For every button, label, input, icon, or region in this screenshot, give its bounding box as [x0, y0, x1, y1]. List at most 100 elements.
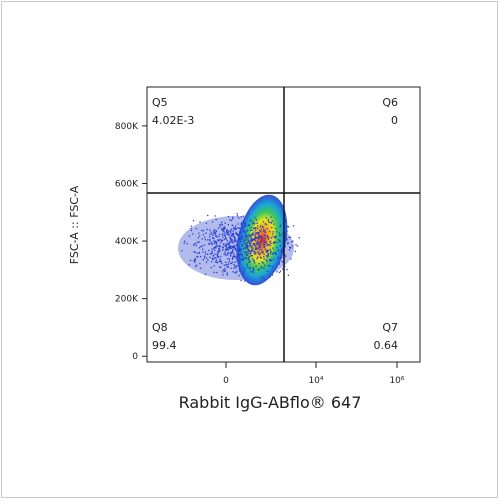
event-dot — [255, 246, 257, 248]
event-dot — [264, 242, 266, 244]
event-dot — [202, 233, 205, 236]
event-dot — [235, 233, 237, 235]
event-dot — [271, 274, 274, 276]
event-dot — [199, 267, 202, 269]
event-dot — [276, 246, 278, 249]
event-dot — [264, 237, 266, 239]
event-dot — [273, 258, 275, 260]
event-dot — [272, 235, 274, 237]
event-dot — [241, 224, 243, 226]
event-dot — [264, 245, 266, 247]
event-dot — [257, 238, 260, 240]
event-dot — [247, 249, 249, 252]
event-dot — [262, 227, 264, 229]
event-dot — [288, 249, 291, 251]
event-dot — [277, 250, 279, 252]
event-dot — [198, 241, 200, 243]
event-dot — [263, 234, 266, 236]
event-dot — [253, 223, 256, 225]
event-dot — [262, 276, 264, 278]
event-dot — [224, 251, 226, 253]
event-dot — [201, 238, 203, 240]
event-dot — [235, 272, 237, 274]
event-dot — [233, 240, 235, 242]
event-dot — [241, 254, 243, 256]
event-dot — [273, 242, 275, 244]
event-dot — [232, 249, 234, 251]
event-dot — [279, 245, 282, 247]
event-dot — [237, 233, 239, 235]
event-dot — [232, 271, 234, 273]
event-dot — [211, 221, 214, 223]
event-dot — [260, 257, 262, 259]
event-dot — [242, 257, 244, 259]
event-dot — [227, 258, 229, 260]
event-dot — [244, 251, 246, 253]
event-dot — [209, 236, 211, 238]
event-dot — [219, 250, 221, 252]
event-dot — [252, 267, 255, 269]
event-dot — [217, 256, 219, 258]
event-dot — [254, 253, 256, 255]
event-dot — [259, 236, 261, 238]
event-dot — [255, 247, 257, 249]
event-dot — [218, 233, 221, 236]
event-dot — [240, 223, 242, 225]
event-dot — [244, 223, 246, 225]
event-dot — [249, 271, 252, 273]
event-dot — [211, 257, 214, 260]
event-dot — [234, 265, 236, 267]
event-dot — [230, 251, 232, 254]
event-dot — [250, 242, 252, 245]
event-dot — [269, 260, 272, 262]
event-dot — [228, 242, 231, 244]
y-tick-label: 600K — [115, 179, 139, 189]
event-dot — [235, 228, 238, 230]
event-dot — [231, 232, 233, 235]
event-dot — [276, 241, 279, 243]
event-dot — [290, 247, 292, 249]
event-dot — [252, 223, 254, 225]
event-dot — [230, 238, 232, 240]
event-dot — [241, 248, 243, 250]
event-dot — [194, 251, 196, 253]
event-dot — [238, 260, 241, 263]
event-dot — [239, 249, 241, 251]
event-dot — [188, 235, 190, 237]
event-dot — [232, 216, 234, 218]
event-dot — [258, 269, 260, 271]
quadrant-value: 0.64 — [374, 339, 399, 352]
event-dot — [230, 262, 233, 265]
event-dot — [219, 260, 221, 262]
event-dot — [241, 234, 244, 236]
event-dot — [228, 230, 230, 232]
event-dot — [266, 260, 268, 262]
event-dot — [236, 215, 239, 217]
y-tick-label: 800K — [115, 122, 139, 132]
event-dot — [205, 257, 208, 259]
event-dot — [261, 239, 263, 241]
event-dot — [211, 252, 213, 254]
event-dot — [259, 256, 261, 258]
event-dot — [265, 259, 267, 261]
event-dot — [230, 255, 232, 257]
event-dot — [240, 231, 242, 234]
event-dot — [262, 221, 265, 223]
event-dot — [260, 226, 262, 228]
event-dot — [248, 236, 250, 238]
event-dot — [223, 264, 225, 266]
event-dot — [222, 234, 224, 236]
event-dot — [226, 253, 229, 255]
event-dot — [228, 244, 230, 246]
event-dot — [218, 250, 220, 252]
event-dot — [221, 221, 223, 223]
event-dot — [256, 258, 258, 260]
event-dot — [251, 234, 253, 236]
event-dot — [213, 248, 215, 250]
event-dot — [216, 261, 219, 264]
event-dot — [240, 227, 242, 229]
event-dot — [216, 253, 218, 255]
event-dot — [238, 217, 240, 219]
event-dot — [205, 222, 208, 224]
event-dot — [234, 227, 236, 229]
